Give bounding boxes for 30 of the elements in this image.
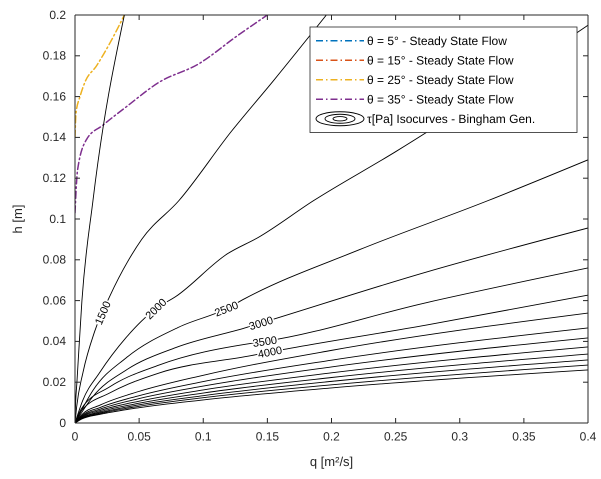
x-axis-title: q [m²/s] bbox=[310, 454, 354, 469]
legend-label: θ = 5° - Steady State Flow bbox=[367, 34, 508, 48]
x-tick-label: 0 bbox=[72, 430, 79, 444]
annotation: 2500 bbox=[213, 300, 240, 320]
x-tick-label: 0.2 bbox=[323, 430, 340, 444]
annotation: 3000 bbox=[248, 314, 275, 334]
y-axis-title: h [m] bbox=[10, 204, 25, 234]
y-tick-label: 0.06 bbox=[42, 293, 66, 308]
x-tick-label: 0.15 bbox=[256, 430, 280, 444]
legend-label: θ = 35° - Steady State Flow bbox=[367, 92, 514, 106]
y-tick-label: 0.16 bbox=[42, 89, 66, 104]
x-tick-label: 0.4 bbox=[580, 430, 597, 444]
y-tick-label: 0.02 bbox=[42, 375, 66, 390]
annotation: 1500 bbox=[93, 300, 114, 327]
x-tick-label: 0.1 bbox=[194, 430, 212, 444]
y-tick-label: 0.08 bbox=[42, 252, 66, 267]
y-tick-label: 0.18 bbox=[42, 48, 66, 63]
y-tick-label: 0.04 bbox=[42, 334, 66, 348]
x-tick-label: 0.25 bbox=[384, 430, 408, 444]
y-tick-label: 0 bbox=[59, 416, 66, 430]
x-tick-label: 0.05 bbox=[127, 430, 152, 444]
y-tick-label: 0.2 bbox=[49, 8, 66, 22]
y-tick-label: 0.12 bbox=[42, 171, 66, 186]
x-tick-label: 0.35 bbox=[512, 430, 536, 444]
legend-label: θ = 25° - Steady State Flow bbox=[367, 72, 514, 87]
legend-label: θ = 15° - Steady State Flow bbox=[367, 53, 514, 68]
y-tick-label: 0.14 bbox=[42, 130, 66, 144]
legend-label: τ[Pa] Isocurves - Bingham Gen. bbox=[367, 112, 536, 126]
y-tick-label: 0.1 bbox=[49, 212, 66, 226]
x-tick-label: 0.3 bbox=[451, 430, 468, 444]
